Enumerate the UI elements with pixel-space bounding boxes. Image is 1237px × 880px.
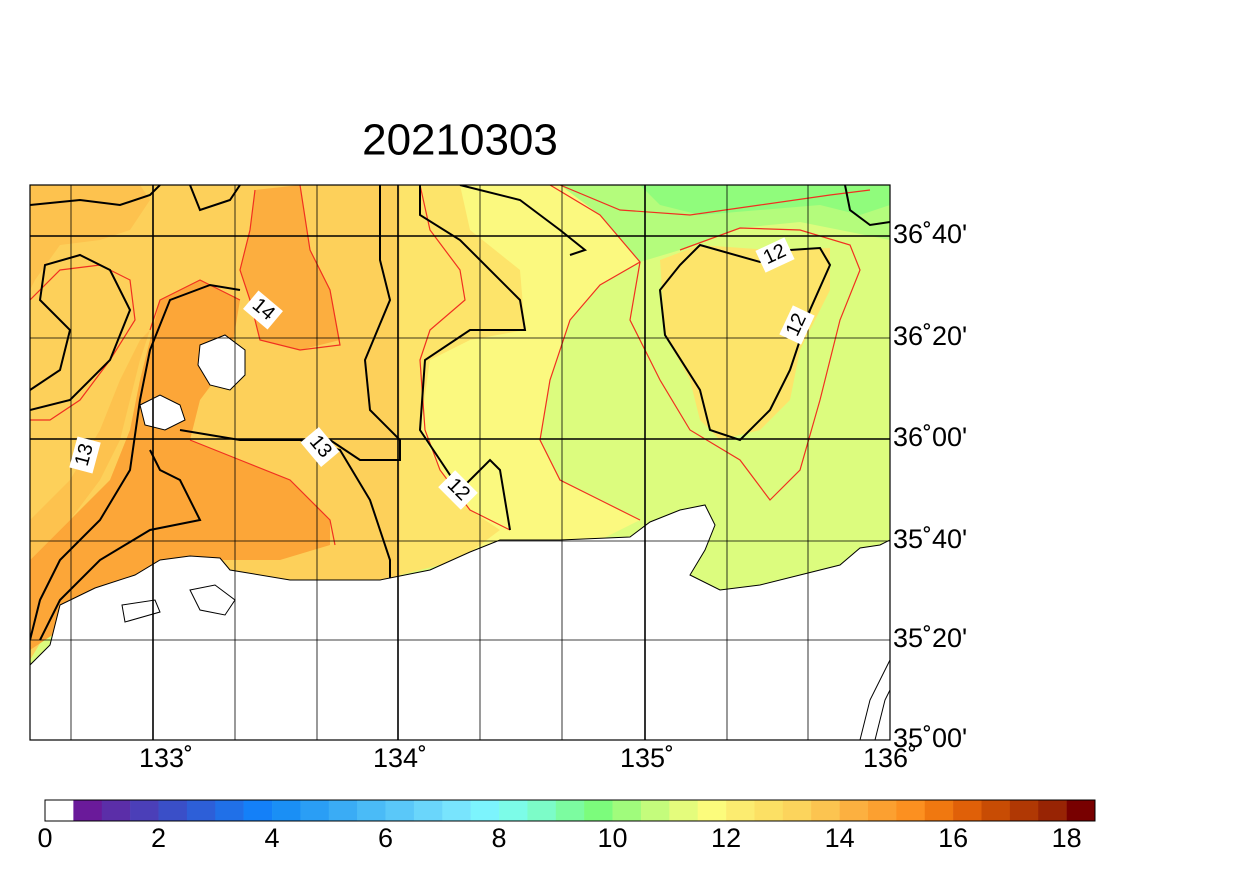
lon-label: 133˚ [139, 743, 193, 773]
colorbar-box [981, 800, 1011, 821]
contour-line [418, 185, 527, 531]
colorbar-box [584, 800, 613, 821]
lat-label: 35˚00' [893, 723, 967, 753]
colorbar-box [726, 800, 755, 821]
colorbar-box [300, 800, 330, 821]
colorbar-box [499, 800, 528, 821]
lat-label: 36˚20' [893, 321, 967, 351]
colorbar-box [158, 800, 188, 821]
colorbar-box [243, 800, 273, 821]
colorbar-box [186, 800, 216, 821]
colorbar-box [896, 800, 926, 821]
colorbar-box [328, 800, 358, 821]
lat-label: 35˚40' [893, 524, 967, 554]
contour-line [559, 185, 871, 216]
colorbar-box [1066, 800, 1096, 821]
contour-line [658, 243, 832, 442]
colorbar-box [101, 800, 131, 821]
colorbar-box [130, 800, 159, 821]
lat-label: 36˚00' [893, 422, 967, 452]
lon-labels: 133˚ 134˚ 135˚ 136˚ [139, 743, 917, 773]
colorbar-tick-label: 6 [378, 823, 393, 853]
sst-region [660, 245, 830, 440]
contour-line [844, 185, 890, 227]
colorbar-box [385, 800, 415, 821]
colorbar-box [697, 800, 727, 821]
colorbar-box [867, 800, 897, 821]
sst-region [640, 185, 890, 215]
colorbar-box [811, 800, 840, 821]
contour-line [39, 449, 202, 641]
land [30, 504, 890, 740]
contour-line [329, 185, 401, 461]
colorbar-tick-label: 2 [151, 823, 166, 853]
contour-line [30, 253, 132, 411]
lake [189, 584, 236, 616]
colorbar-tick-label: 10 [598, 823, 628, 853]
colorbar: 0 2 4 6 8 10 12 14 16 18 [37, 799, 1096, 853]
map-frame [29, 184, 891, 741]
lake [121, 599, 161, 623]
contour-line [30, 283, 241, 641]
contour-line [149, 279, 336, 546]
colorbar-box [640, 800, 670, 821]
colorbar-tick-label: 18 [1052, 823, 1082, 853]
colorbar-frame [44, 799, 1096, 822]
colorbar-box [73, 800, 103, 821]
island [139, 394, 186, 431]
coastline [859, 659, 890, 740]
colorbar-box [924, 800, 954, 821]
colorbar-box [272, 800, 301, 821]
colorbar-tick-label: 12 [711, 823, 741, 853]
colorbar-box [470, 800, 500, 821]
contour-line [459, 185, 588, 256]
colorbar-tick-label: 14 [825, 823, 855, 853]
colorbar-box [357, 800, 386, 821]
colorbar-box [1009, 800, 1039, 821]
colorbar-box [442, 800, 471, 821]
lon-label: 136˚ [863, 743, 917, 773]
colorbar-tick-label: 4 [265, 823, 280, 853]
colorbar-box [669, 800, 699, 821]
colorbar-box [215, 800, 244, 821]
lon-label: 135˚ [620, 743, 674, 773]
colorbar-box [953, 800, 982, 821]
colorbar-box [413, 800, 443, 821]
colorbar-box [45, 800, 74, 821]
colorbar-box [612, 800, 642, 821]
contour-line [30, 264, 136, 421]
map-field: 14 13 13 12 12 12 [30, 185, 890, 740]
colorbar-box [1038, 800, 1067, 821]
colorbar-box [782, 800, 812, 821]
contour-line [539, 185, 641, 521]
colorbar-tick-label: 8 [492, 823, 507, 853]
colorbar-tick-label: 0 [37, 823, 52, 853]
colorbar-tick-label: 16 [938, 823, 968, 853]
title: 20210303 [362, 116, 558, 165]
colorbar-box [555, 800, 585, 821]
lat-label: 35˚20' [893, 623, 967, 653]
island [197, 334, 246, 391]
contour-line [179, 429, 391, 580]
lon-label: 134˚ [373, 743, 427, 773]
sst-region [400, 185, 525, 575]
contour-line [239, 185, 341, 351]
colorbar-box [754, 800, 784, 821]
lat-labels: 36˚40' 36˚20' 36˚00' 35˚40' 35˚20' 35˚00' [893, 219, 967, 753]
lat-label: 36˚40' [893, 219, 967, 249]
contour-label: 13 [69, 436, 101, 474]
colorbar-box [839, 800, 869, 821]
sst-region [30, 185, 150, 290]
sst-region [30, 330, 150, 560]
colorbar-box [527, 800, 557, 821]
